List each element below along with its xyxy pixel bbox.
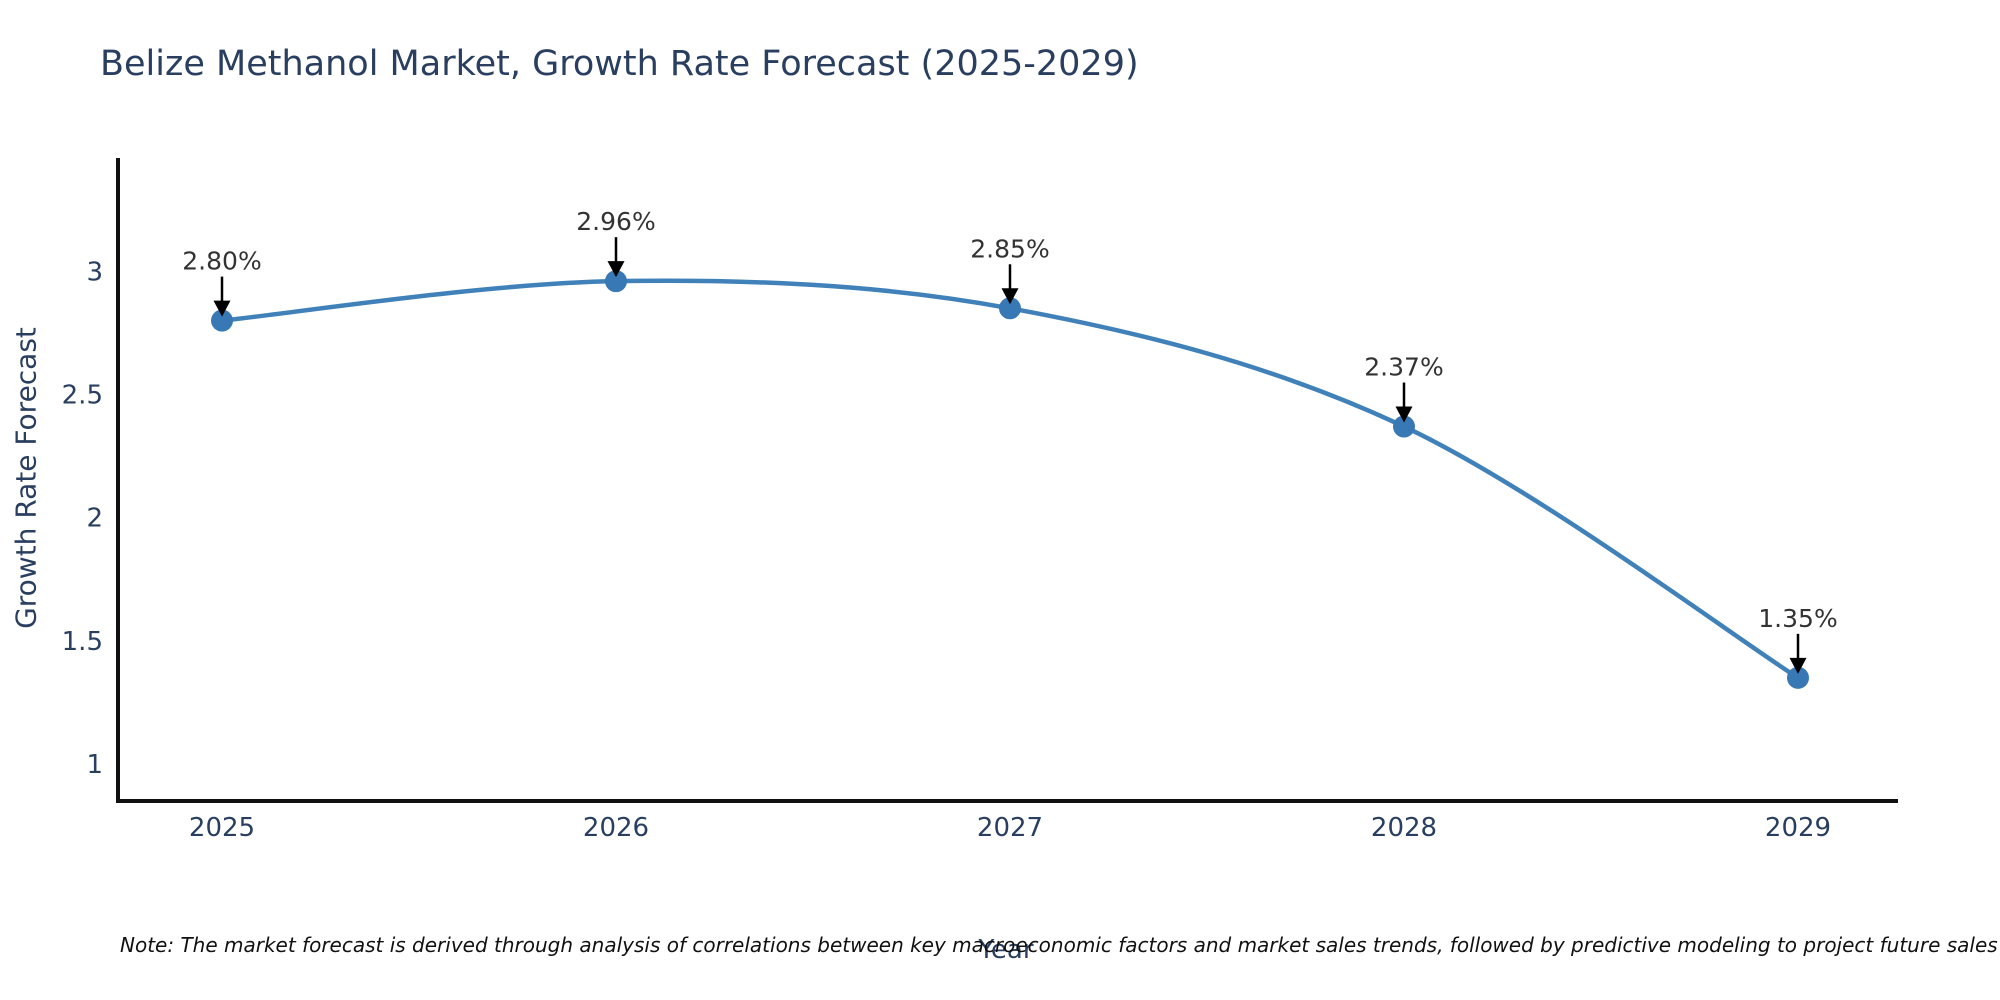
y-tick-label: 3 [86, 257, 103, 287]
y-tick-label: 1 [86, 750, 103, 780]
annotation-arrow-head [607, 261, 625, 278]
x-tick-label: 2028 [1371, 813, 1437, 843]
annotation-arrow-head [213, 300, 231, 317]
x-tick-label: 2025 [189, 813, 255, 843]
annotation-label: 2.85% [970, 234, 1049, 263]
annotation-arrow-head [1789, 657, 1807, 674]
x-tick-label: 2029 [1765, 813, 1831, 843]
data-point-marker [605, 270, 627, 293]
trend-line [219, 278, 1801, 681]
x-tick-label: 2026 [583, 813, 649, 843]
annotation-label: 2.80% [182, 247, 261, 276]
annotation-label: 2.37% [1364, 353, 1443, 382]
annotation-label: 2.96% [576, 207, 655, 236]
data-point-marker [999, 297, 1021, 320]
data-point-marker [1787, 666, 1809, 689]
chart-title: Belize Methanol Market, Growth Rate Fore… [100, 44, 1139, 84]
footnote: Note: The market forecast is derived thr… [120, 933, 1998, 957]
y-tick-label: 2 [86, 504, 103, 534]
annotation-arrow-head [1001, 288, 1019, 305]
y-tick-label: 2.5 [62, 381, 103, 411]
data-point-marker [1393, 415, 1415, 438]
x-axis-title: Year [978, 935, 1034, 965]
annotation-label: 1.35% [1758, 604, 1837, 633]
axis-lines [116, 158, 1898, 803]
data-point-marker [211, 309, 233, 332]
y-tick-label: 1.5 [62, 627, 103, 657]
x-tick-label: 2027 [977, 813, 1043, 843]
annotation-arrow-head [1395, 406, 1413, 423]
